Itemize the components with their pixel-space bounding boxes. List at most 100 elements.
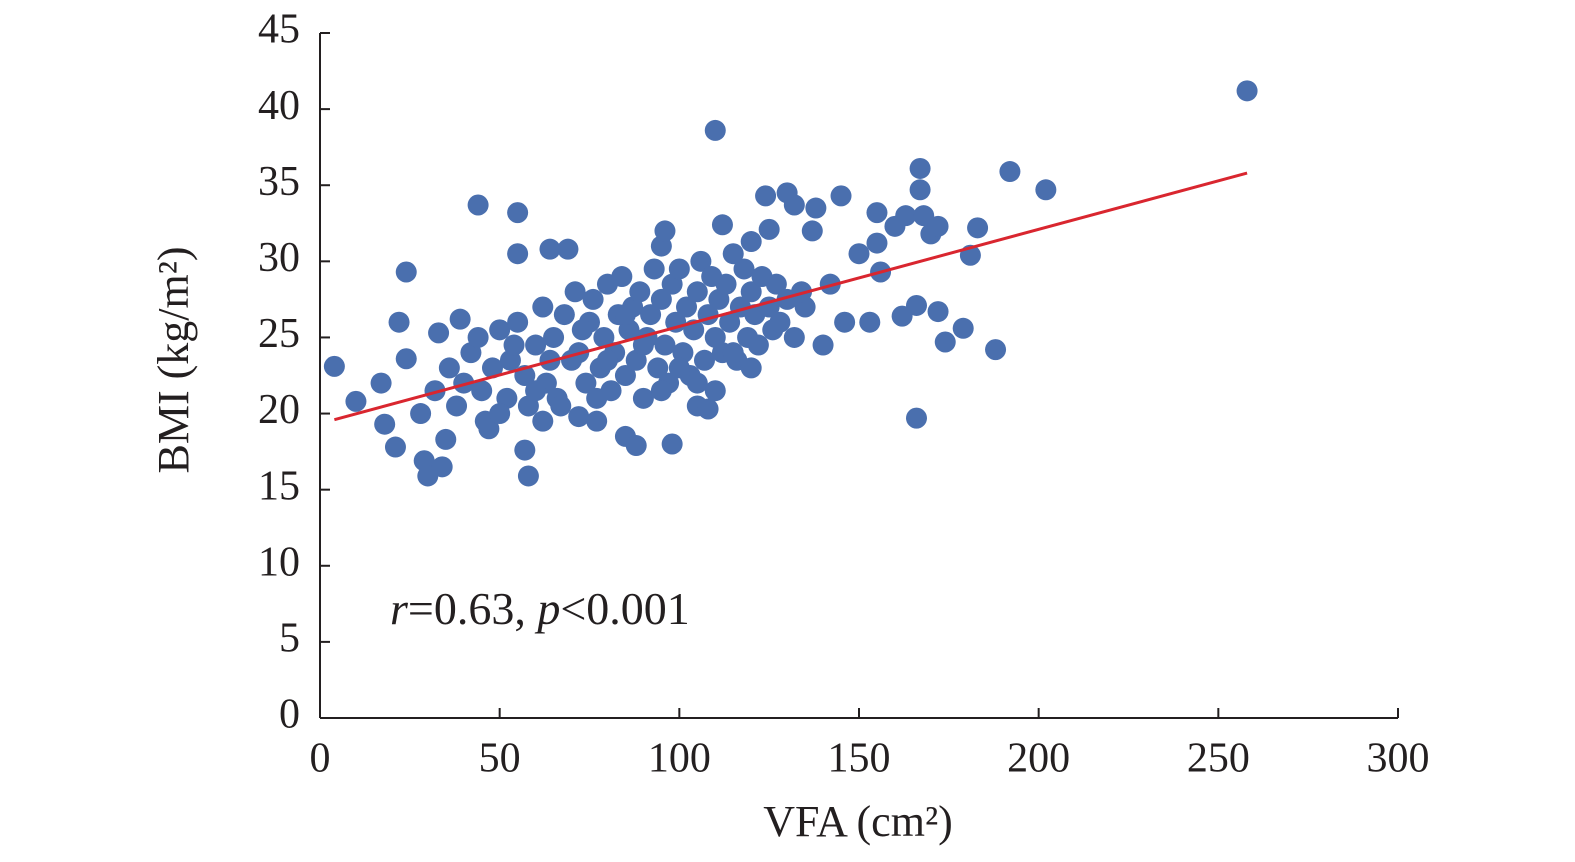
point bbox=[507, 243, 529, 265]
point bbox=[740, 357, 762, 379]
point bbox=[686, 281, 708, 303]
x-tick-label: 250 bbox=[1187, 736, 1250, 782]
point bbox=[532, 296, 554, 318]
point bbox=[481, 357, 503, 379]
annotation-part: p bbox=[534, 583, 560, 634]
x-tick-label: 0 bbox=[310, 736, 331, 782]
point bbox=[467, 194, 489, 216]
annotation: r=0.63, p<0.001 bbox=[390, 583, 690, 634]
point bbox=[913, 205, 935, 227]
point bbox=[586, 387, 608, 409]
y-axis-label: BMI (kg/m²) bbox=[149, 246, 198, 473]
point bbox=[668, 258, 690, 280]
point bbox=[909, 179, 931, 201]
point bbox=[805, 197, 827, 219]
point bbox=[859, 311, 881, 333]
point bbox=[532, 410, 554, 432]
point bbox=[830, 185, 852, 207]
point bbox=[722, 342, 744, 364]
point bbox=[834, 311, 856, 333]
point bbox=[640, 304, 662, 326]
point bbox=[395, 261, 417, 283]
point bbox=[553, 304, 575, 326]
point bbox=[428, 322, 450, 344]
point bbox=[374, 413, 396, 435]
point bbox=[435, 428, 457, 450]
point bbox=[410, 403, 432, 425]
point bbox=[596, 349, 618, 371]
annotation-part: =0.63, bbox=[408, 583, 537, 634]
point bbox=[661, 433, 683, 455]
point bbox=[927, 215, 949, 237]
point bbox=[704, 380, 726, 402]
point bbox=[895, 205, 917, 227]
y-tick-label: 25 bbox=[258, 311, 300, 357]
x-tick-label: 50 bbox=[479, 736, 521, 782]
point bbox=[643, 258, 665, 280]
point bbox=[388, 311, 410, 333]
y-tick-label: 20 bbox=[258, 387, 300, 433]
point bbox=[489, 403, 511, 425]
point bbox=[747, 334, 769, 356]
point bbox=[769, 311, 791, 333]
point bbox=[866, 232, 888, 254]
point bbox=[503, 334, 525, 356]
point bbox=[507, 202, 529, 224]
point bbox=[525, 380, 547, 402]
point bbox=[740, 281, 762, 303]
point bbox=[539, 238, 561, 260]
x-tick-label: 100 bbox=[648, 736, 711, 782]
point bbox=[697, 398, 719, 420]
point bbox=[934, 331, 956, 353]
point bbox=[568, 406, 590, 428]
point bbox=[650, 380, 672, 402]
point bbox=[715, 273, 737, 295]
y-tick-label: 45 bbox=[258, 7, 300, 53]
point bbox=[650, 288, 672, 310]
point bbox=[431, 456, 453, 478]
point bbox=[967, 217, 989, 239]
point bbox=[514, 439, 536, 461]
point bbox=[812, 334, 834, 356]
x-tick-label: 150 bbox=[828, 736, 891, 782]
annotation-part: <0.001 bbox=[560, 583, 689, 634]
point bbox=[575, 372, 597, 394]
y-tick-label: 40 bbox=[258, 83, 300, 129]
point bbox=[891, 305, 913, 327]
point bbox=[733, 258, 755, 280]
point bbox=[647, 357, 669, 379]
point bbox=[525, 334, 547, 356]
point bbox=[711, 214, 733, 236]
point bbox=[611, 266, 633, 288]
point bbox=[866, 202, 888, 224]
point bbox=[1035, 179, 1057, 201]
point bbox=[905, 407, 927, 429]
point bbox=[676, 296, 698, 318]
y-tick-label: 35 bbox=[258, 159, 300, 205]
point bbox=[719, 311, 741, 333]
y-tick-label: 5 bbox=[279, 616, 300, 662]
point bbox=[722, 243, 744, 265]
point bbox=[1236, 80, 1258, 102]
point bbox=[999, 161, 1021, 183]
point bbox=[345, 390, 367, 412]
point bbox=[985, 339, 1007, 361]
point bbox=[905, 294, 927, 316]
point bbox=[801, 220, 823, 242]
point bbox=[557, 238, 579, 260]
point bbox=[783, 194, 805, 216]
point bbox=[424, 380, 446, 402]
point bbox=[632, 387, 654, 409]
point bbox=[446, 395, 468, 417]
x-tick-label: 200 bbox=[1007, 736, 1070, 782]
point bbox=[449, 308, 471, 330]
point bbox=[740, 231, 762, 253]
point bbox=[848, 243, 870, 265]
point bbox=[370, 372, 392, 394]
y-tick-label: 15 bbox=[258, 463, 300, 509]
point bbox=[467, 326, 489, 348]
annotation-part: r bbox=[390, 583, 409, 634]
point bbox=[586, 410, 608, 432]
